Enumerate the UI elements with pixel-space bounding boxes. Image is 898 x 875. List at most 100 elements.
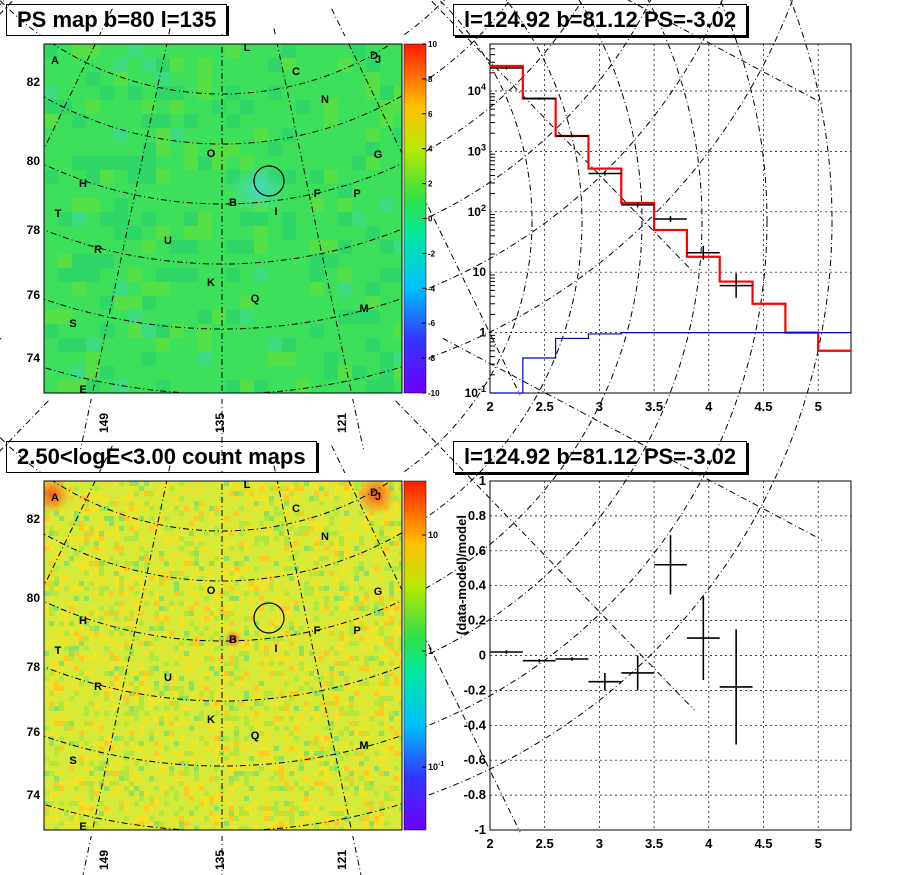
map-pixel: [359, 561, 364, 566]
map-pixel: [369, 676, 374, 681]
map-pixel: [119, 666, 124, 671]
map-pixel: [380, 100, 394, 114]
map-pixel: [249, 806, 254, 811]
map-pixel: [164, 671, 169, 676]
map-pixel: [184, 781, 189, 786]
map-pixel: [144, 676, 149, 681]
map-pixel: [139, 611, 144, 616]
map-pixel: [319, 686, 324, 691]
map-pixel: [104, 586, 109, 591]
map-pixel: [338, 268, 352, 282]
map-pixel: [364, 791, 369, 796]
map-pixel: [274, 631, 279, 636]
map-pixel: [389, 711, 394, 716]
map-pixel: [254, 741, 259, 746]
map-pixel: [364, 741, 369, 746]
map-pixel: [129, 756, 134, 761]
map-pixel: [240, 156, 254, 170]
map-pixel: [209, 656, 214, 661]
map-pixel: [329, 611, 334, 616]
map-pixel: [209, 701, 214, 706]
map-pixel: [314, 676, 319, 681]
map-pixel: [159, 646, 164, 651]
map-pixel: [394, 496, 399, 501]
map-pixel: [264, 676, 269, 681]
map-pixel: [324, 556, 329, 561]
map-pixel: [309, 586, 314, 591]
map-pixel: [264, 721, 269, 726]
map-pixel: [124, 766, 129, 771]
map-pixel: [274, 621, 279, 626]
map-pixel: [394, 521, 399, 526]
map-pixel: [142, 58, 156, 72]
map-pixel: [364, 636, 369, 641]
map-pixel: [189, 591, 194, 596]
map-pixel: [309, 591, 314, 596]
map-pixel: [249, 536, 254, 541]
map-pixel: [274, 636, 279, 641]
map-pixel: [234, 661, 239, 666]
map-pixel: [374, 626, 379, 631]
map-pixel: [289, 531, 294, 536]
map-pixel: [109, 621, 114, 626]
map-pixel: [279, 531, 284, 536]
map-pixel: [259, 671, 264, 676]
map-pixel: [379, 661, 384, 666]
map-pixel: [99, 561, 104, 566]
map-pixel: [134, 801, 139, 806]
x-tick-label: 3: [596, 399, 603, 414]
map-pixel: [274, 656, 279, 661]
map-pixel: [144, 671, 149, 676]
map-pixel: [399, 736, 402, 741]
map-pixel: [84, 741, 89, 746]
map-pixel: [149, 631, 154, 636]
map-pixel: [64, 576, 69, 581]
map-pixel: [154, 631, 159, 636]
map-pixel: [384, 801, 389, 806]
map-pixel: [189, 551, 194, 556]
map-pixel: [339, 696, 344, 701]
map-pixel: [154, 771, 159, 776]
map-pixel: [209, 816, 214, 821]
map-pixel: [164, 801, 169, 806]
map-pixel: [269, 541, 274, 546]
map-pixel: [84, 586, 89, 591]
map-pixel: [54, 691, 59, 696]
map-pixel: [259, 496, 264, 501]
map-pixel: [394, 786, 399, 791]
map-pixel: [269, 531, 274, 536]
map-pixel: [240, 100, 254, 114]
map-pixel: [129, 631, 134, 636]
y-tick-label: 1: [479, 473, 486, 488]
map-pixel: [169, 721, 174, 726]
map-pixel: [159, 691, 164, 696]
map-pixel: [284, 511, 289, 516]
map-pixel: [184, 636, 189, 641]
map-pixel: [279, 511, 284, 516]
map-pixel: [244, 631, 249, 636]
map-pixel: [59, 666, 64, 671]
map-pixel: [389, 591, 394, 596]
map-pixel: [379, 591, 384, 596]
map-pixel: [194, 556, 199, 561]
map-pixel: [294, 551, 299, 556]
map-pixel: [104, 656, 109, 661]
map-pixel: [379, 681, 384, 686]
map-pixel: [54, 591, 59, 596]
map-pixel: [299, 791, 304, 796]
map-pixel: [139, 586, 144, 591]
map-pixel: [294, 566, 299, 571]
map-pixel: [144, 521, 149, 526]
map-pixel: [334, 606, 339, 611]
map-pixel: [79, 806, 84, 811]
map-pixel: [229, 646, 234, 651]
map-pixel: [99, 591, 104, 596]
map-pixel: [354, 766, 359, 771]
map-pixel: [399, 536, 402, 541]
map-pixel: [319, 536, 324, 541]
map-pixel: [74, 551, 79, 556]
cool-region: [228, 168, 288, 212]
map-pixel: [74, 816, 79, 821]
map-pixel: [54, 806, 59, 811]
map-pixel: [379, 611, 384, 616]
